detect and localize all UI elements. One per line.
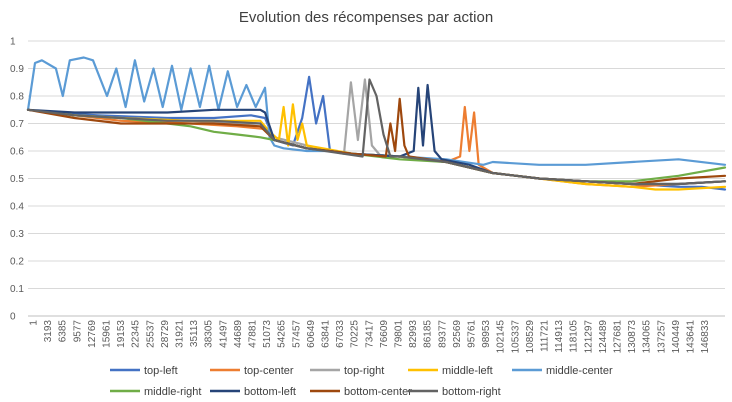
- x-tick-label: 121297: [583, 320, 594, 354]
- legend-label-top-right: top-right: [344, 365, 384, 377]
- x-axis: 1 3193 6385 9577 12769 15961 19153 22345 25537 28…: [29, 320, 712, 354]
- x-tick-label: 35113: [189, 320, 200, 348]
- y-tick-label: 0.8: [10, 92, 24, 103]
- x-tick-label: 3193: [43, 320, 54, 343]
- x-tick-label: 108529: [525, 320, 536, 354]
- x-tick-label: 92569: [452, 320, 463, 348]
- y-tick-label: 0.4: [10, 202, 24, 213]
- x-tick-label: 38305: [204, 320, 215, 348]
- x-tick-label: 111721: [540, 320, 551, 352]
- x-tick-label: 76609: [379, 320, 390, 348]
- x-tick-label: 67033: [335, 320, 346, 348]
- x-tick-label: 70225: [350, 320, 361, 348]
- x-tick-label: 86185: [423, 320, 434, 348]
- series-line-bottom-right: [26, 78, 727, 186]
- x-tick-label: 15961: [102, 320, 113, 348]
- x-tick-label: 98953: [481, 320, 492, 348]
- x-tick-label: 143641: [686, 320, 697, 354]
- y-tick-label: 0.7: [10, 119, 24, 130]
- y-tick-label: 0: [10, 312, 16, 323]
- x-tick-label: 9577: [72, 320, 83, 343]
- x-tick-label: 51073: [262, 320, 273, 348]
- x-tick-label: 105337: [510, 320, 521, 354]
- x-tick-label: 44689: [233, 320, 244, 348]
- x-tick-label: 22345: [131, 320, 142, 348]
- x-tick-label: 95761: [467, 320, 478, 348]
- legend-label-middle-left: middle-left: [442, 365, 493, 377]
- y-tick-label: 0.3: [10, 229, 24, 240]
- grid-layer: [28, 40, 725, 317]
- x-tick-label: 60649: [306, 320, 317, 348]
- x-tick-label: 1: [29, 320, 40, 326]
- series-layer: [26, 56, 727, 191]
- x-tick-label: 124489: [598, 320, 609, 354]
- x-tick-label: 31921: [175, 320, 186, 348]
- x-tick-label: 12769: [87, 320, 98, 348]
- y-axis: 0 0.1 0.2 0.3 0.4 0.5 0.6 0.7 0.8 0.9 1: [10, 37, 24, 323]
- x-tick-label: 73417: [364, 320, 375, 348]
- x-tick-label: 140449: [671, 320, 682, 354]
- x-tick-label: 137257: [656, 320, 667, 354]
- y-tick-label: 0.1: [10, 284, 24, 295]
- y-tick-label: 1: [10, 37, 16, 48]
- y-tick-label: 0.2: [10, 257, 24, 268]
- x-tick-label: 82993: [408, 320, 419, 348]
- x-tick-label: 19153: [116, 320, 127, 348]
- x-tick-label: 79801: [394, 320, 405, 348]
- legend-label-bottom-center: bottom-center: [344, 386, 412, 398]
- x-tick-label: 89377: [437, 320, 448, 348]
- series-line-middle-center: [26, 56, 727, 166]
- x-tick-label: 134065: [642, 320, 653, 354]
- legend-label-top-center: top-center: [244, 365, 294, 377]
- y-tick-label: 0.5: [10, 174, 24, 185]
- x-tick-label: 57457: [291, 320, 302, 348]
- x-tick-label: 25537: [145, 320, 156, 348]
- legend-label-middle-right: middle-right: [144, 386, 201, 398]
- x-tick-label: 63841: [321, 320, 332, 348]
- legend: top-left top-center top-right middle-left mi…: [110, 365, 613, 398]
- x-tick-label: 6385: [58, 320, 69, 343]
- chart-title: Evolution des récompenses par action: [239, 9, 493, 26]
- y-tick-label: 0.9: [10, 64, 24, 75]
- x-tick-label: 41497: [218, 320, 229, 348]
- x-tick-label: 47881: [248, 320, 259, 348]
- x-tick-label: 54265: [277, 320, 288, 348]
- x-tick-label: 28729: [160, 320, 171, 348]
- x-tick-label: 118105: [569, 320, 580, 353]
- legend-label-middle-center: middle-center: [546, 365, 613, 377]
- legend-label-bottom-right: bottom-right: [442, 386, 501, 398]
- y-tick-label: 0.6: [10, 147, 24, 158]
- x-tick-label: 130873: [627, 320, 638, 354]
- x-tick-label: 102145: [496, 320, 507, 354]
- legend-label-bottom-left: bottom-left: [244, 386, 296, 398]
- x-tick-label: 127681: [613, 320, 624, 354]
- x-tick-label: 146833: [700, 320, 711, 354]
- x-tick-label: 114913: [554, 320, 565, 353]
- legend-label-top-left: top-left: [144, 365, 178, 377]
